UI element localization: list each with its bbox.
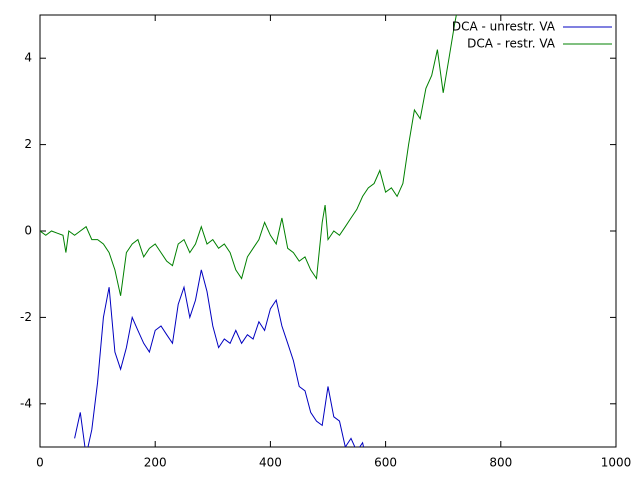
legend-label: DCA - unrestr. VA — [452, 20, 556, 34]
y-tick-label: 4 — [24, 51, 32, 65]
plot-area — [40, 15, 457, 447]
x-tick-label: 800 — [489, 456, 512, 470]
x-tick-label: 200 — [144, 456, 167, 470]
x-tick-label: 1000 — [601, 456, 632, 470]
y-tick-label: 0 — [24, 224, 32, 238]
y-tick-label: -2 — [20, 310, 32, 324]
series-line — [74, 269, 365, 447]
x-tick-label: 600 — [374, 456, 397, 470]
series-line — [40, 15, 457, 296]
x-tick-label: 0 — [36, 456, 44, 470]
plot-border — [39, 14, 617, 448]
legend-label: DCA - restr. VA — [467, 37, 556, 51]
y-tick-label: -4 — [20, 396, 32, 410]
x-tick-label: 400 — [259, 456, 282, 470]
y-tick-label: 2 — [24, 137, 32, 151]
